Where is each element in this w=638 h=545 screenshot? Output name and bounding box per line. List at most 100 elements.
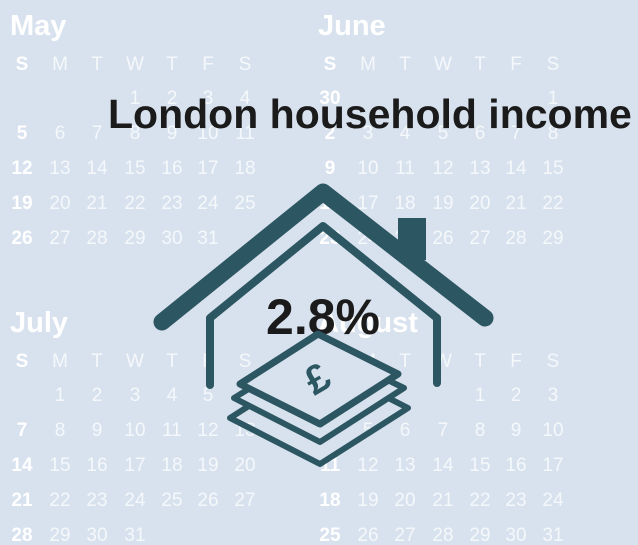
day: 20 [234,455,255,476]
day: 29 [469,525,490,545]
money-icon [227,330,411,467]
day: 17 [124,455,145,476]
day: 5 [17,123,28,144]
day: 28 [86,228,107,249]
weekday: M [52,351,68,372]
day: 22 [49,490,70,511]
day: 7 [438,420,449,441]
day: 19 [11,193,32,214]
day: 20 [49,193,70,214]
weekday: F [510,54,522,75]
day: 2 [511,385,522,406]
weekday: F [510,351,522,372]
day: 2 [325,123,336,144]
day: 3 [203,88,214,109]
month-name: May [10,10,66,42]
day: 2 [92,385,103,406]
day: 31 [124,525,145,545]
weekday: T [166,351,178,372]
day: 9 [511,420,522,441]
weekday: S [239,54,252,75]
day: 24 [124,490,146,511]
day: 19 [357,490,378,511]
day: 8 [130,123,141,144]
day: 25 [319,525,341,545]
day: 10 [357,158,378,179]
day: 11 [162,420,182,441]
day: 17 [197,158,218,179]
day: 15 [124,158,145,179]
day: 7 [511,123,522,144]
weekday: T [166,54,178,75]
day: 14 [505,158,527,179]
month-name: August [318,307,418,339]
day: 17 [357,193,378,214]
day: 28 [505,228,526,249]
day: 29 [49,525,70,545]
day: 4 [167,385,178,406]
day: 5 [203,385,214,406]
day: 15 [49,455,70,476]
weekday: S [239,351,252,372]
day: 26 [432,228,453,249]
day: 4 [400,123,411,144]
day: 30 [505,525,526,545]
day: 10 [542,420,563,441]
day: 8 [55,420,66,441]
day: 21 [11,490,33,511]
day: 21 [432,490,453,511]
day: 18 [394,193,415,214]
weekday: S [547,351,560,372]
weekday: S [16,351,29,372]
day: 4 [240,88,251,109]
roof [153,183,494,331]
day: 21 [86,193,107,214]
day: 18 [319,490,340,511]
note-front [236,330,402,428]
day: 27 [469,228,490,249]
day: 28 [432,525,453,545]
day: 12 [197,420,218,441]
day: 27 [394,525,415,545]
weekday: T [91,351,103,372]
day: 22 [469,490,490,511]
weekday: S [16,54,29,75]
weekday: T [474,54,486,75]
day: 26 [357,525,378,545]
weekday: T [474,351,486,372]
weekday: W [126,351,144,372]
day: 19 [197,455,218,476]
day: 31 [197,228,218,249]
weekday: M [52,54,68,75]
weekday: M [360,54,376,75]
day: 16 [505,455,526,476]
day: 23 [505,490,526,511]
walls [206,222,441,389]
weekday: S [324,54,337,75]
weekday: S [547,54,560,75]
day: 22 [542,193,563,214]
day: 29 [542,228,563,249]
title: London household income [108,91,632,137]
day: 17 [542,455,563,476]
day: 10 [197,123,218,144]
weekday: W [126,54,144,75]
day: 18 [234,158,255,179]
day: 7 [17,420,28,441]
day: 22 [124,193,145,214]
day: 3 [130,385,141,406]
day: 15 [469,455,490,476]
day: 14 [11,455,33,476]
day: 25 [234,193,255,214]
day: 30 [319,88,340,109]
day: 31 [542,525,563,545]
day: 12 [432,158,453,179]
day: 28 [11,525,32,545]
day: 29 [124,228,145,249]
day: 9 [325,158,336,179]
day: 20 [469,193,490,214]
day: 11 [395,158,415,179]
month-name: June [318,10,386,42]
weekday: T [91,54,103,75]
day: 5 [438,123,449,144]
